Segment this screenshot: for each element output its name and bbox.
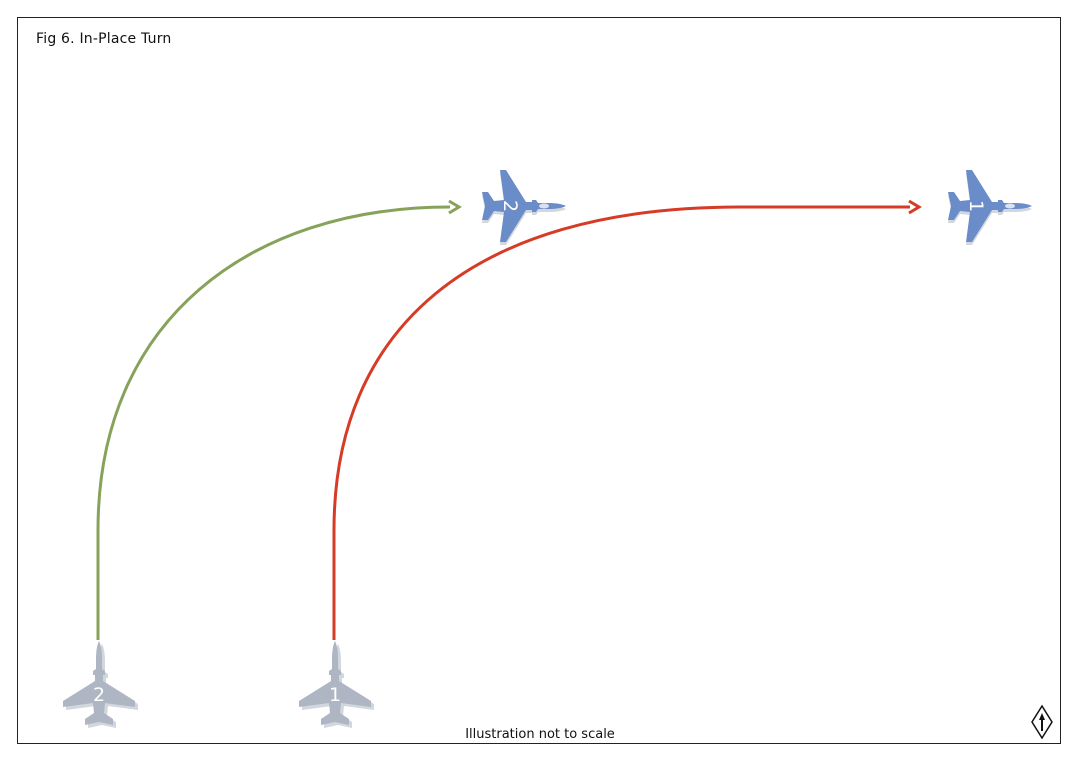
jet-aircraft-icon [482,170,566,245]
lead-path-arrowhead [908,199,922,215]
aircraft-lead-end: 1 [948,170,1032,245]
figure-title: Fig 6. In-Place Turn [36,31,172,47]
aircraft-number-label: 2 [93,684,105,706]
jet-aircraft-icon [948,170,1032,245]
lead-flight-path [332,205,910,640]
aircraft-wing-start: 2 [63,641,138,728]
aircraft-lead-start: 1 [299,641,374,728]
figure-frame [17,17,1061,744]
north-indicator-icon [1031,704,1053,740]
aircraft-number-label: 2 [499,200,521,212]
aircraft-number-label: 1 [965,200,987,212]
aircraft-wing-end: 2 [482,170,566,245]
scale-disclaimer: Illustration not to scale [465,727,615,742]
wing-path-arrowhead [448,199,462,215]
wing-flight-path [96,205,451,640]
aircraft-number-label: 1 [329,684,341,706]
